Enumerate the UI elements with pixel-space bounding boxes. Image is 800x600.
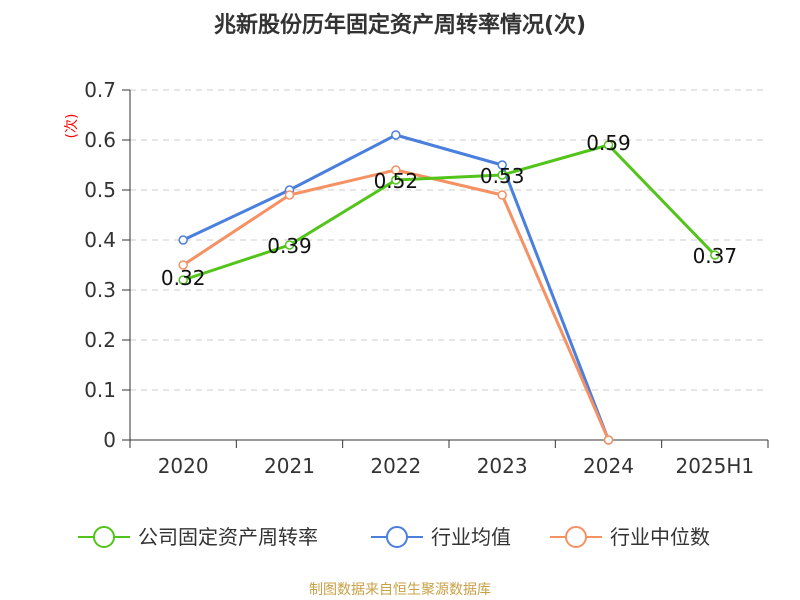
legend-marker bbox=[565, 526, 587, 548]
x-tick-label: 2024 bbox=[583, 454, 634, 478]
legend-marker bbox=[386, 526, 408, 548]
data-point bbox=[178, 260, 188, 270]
x-tick-label: 2023 bbox=[477, 454, 528, 478]
legend-label: 行业均值 bbox=[431, 525, 511, 549]
data-point bbox=[497, 170, 507, 180]
y-tick-label: 0.5 bbox=[84, 178, 116, 202]
y-tick-label: 0.2 bbox=[84, 328, 116, 352]
legend: 公司固定资产周转率 行业均值 行业中位数 bbox=[78, 525, 710, 549]
data-point bbox=[710, 250, 720, 260]
x-tick-label: 2025H1 bbox=[675, 454, 754, 478]
y-axis-label: (次) bbox=[64, 114, 80, 139]
legend-label: 公司固定资产周转率 bbox=[138, 525, 318, 549]
data-point bbox=[284, 240, 295, 250]
data-point bbox=[178, 235, 188, 245]
data-label: 0.59 bbox=[586, 131, 631, 155]
data-point bbox=[391, 175, 401, 185]
data-point bbox=[497, 190, 507, 200]
data-point bbox=[603, 140, 614, 150]
y-tick-label: 0.6 bbox=[84, 128, 116, 152]
y-tick-label: 0.4 bbox=[84, 228, 116, 252]
x-tick-label: 2022 bbox=[370, 454, 421, 478]
y-tick-label: 0.7 bbox=[84, 78, 116, 102]
data-point bbox=[391, 165, 401, 175]
data-label: 0.32 bbox=[161, 266, 206, 290]
data-label: 0.39 bbox=[267, 234, 312, 258]
y-tick-label: 0.1 bbox=[84, 378, 116, 402]
data-label: 0.52 bbox=[374, 169, 419, 193]
axes: 0 0.1 0.2 0.3 0.4 0.5 0.6 0.7(次) 2020 2021 2022 202… bbox=[64, 78, 769, 478]
grid bbox=[130, 89, 768, 391]
data-labels: 0.32 0.39 0.52 0.53 0.59 0.37 bbox=[161, 131, 737, 290]
series-layer bbox=[178, 130, 720, 445]
y-tick-label: 0 bbox=[103, 428, 116, 452]
data-point bbox=[497, 160, 507, 170]
source-note: 制图数据来自恒生聚源数据库 bbox=[309, 582, 491, 598]
data-point bbox=[391, 130, 401, 140]
legend-label: 行业中位数 bbox=[610, 525, 710, 549]
data-label: 0.53 bbox=[480, 164, 525, 188]
legend-marker bbox=[93, 526, 115, 548]
series-line-0 bbox=[182, 143, 716, 282]
data-point bbox=[178, 275, 188, 285]
chart-title: 兆新股份历年固定资产周转率情况(次) bbox=[214, 12, 586, 38]
y-tick-label: 0.3 bbox=[84, 278, 116, 302]
data-point bbox=[284, 190, 295, 200]
x-tick-label: 2021 bbox=[264, 454, 315, 478]
x-tick-label: 2020 bbox=[158, 454, 209, 478]
data-point bbox=[603, 435, 614, 445]
data-label: 0.37 bbox=[693, 244, 738, 268]
